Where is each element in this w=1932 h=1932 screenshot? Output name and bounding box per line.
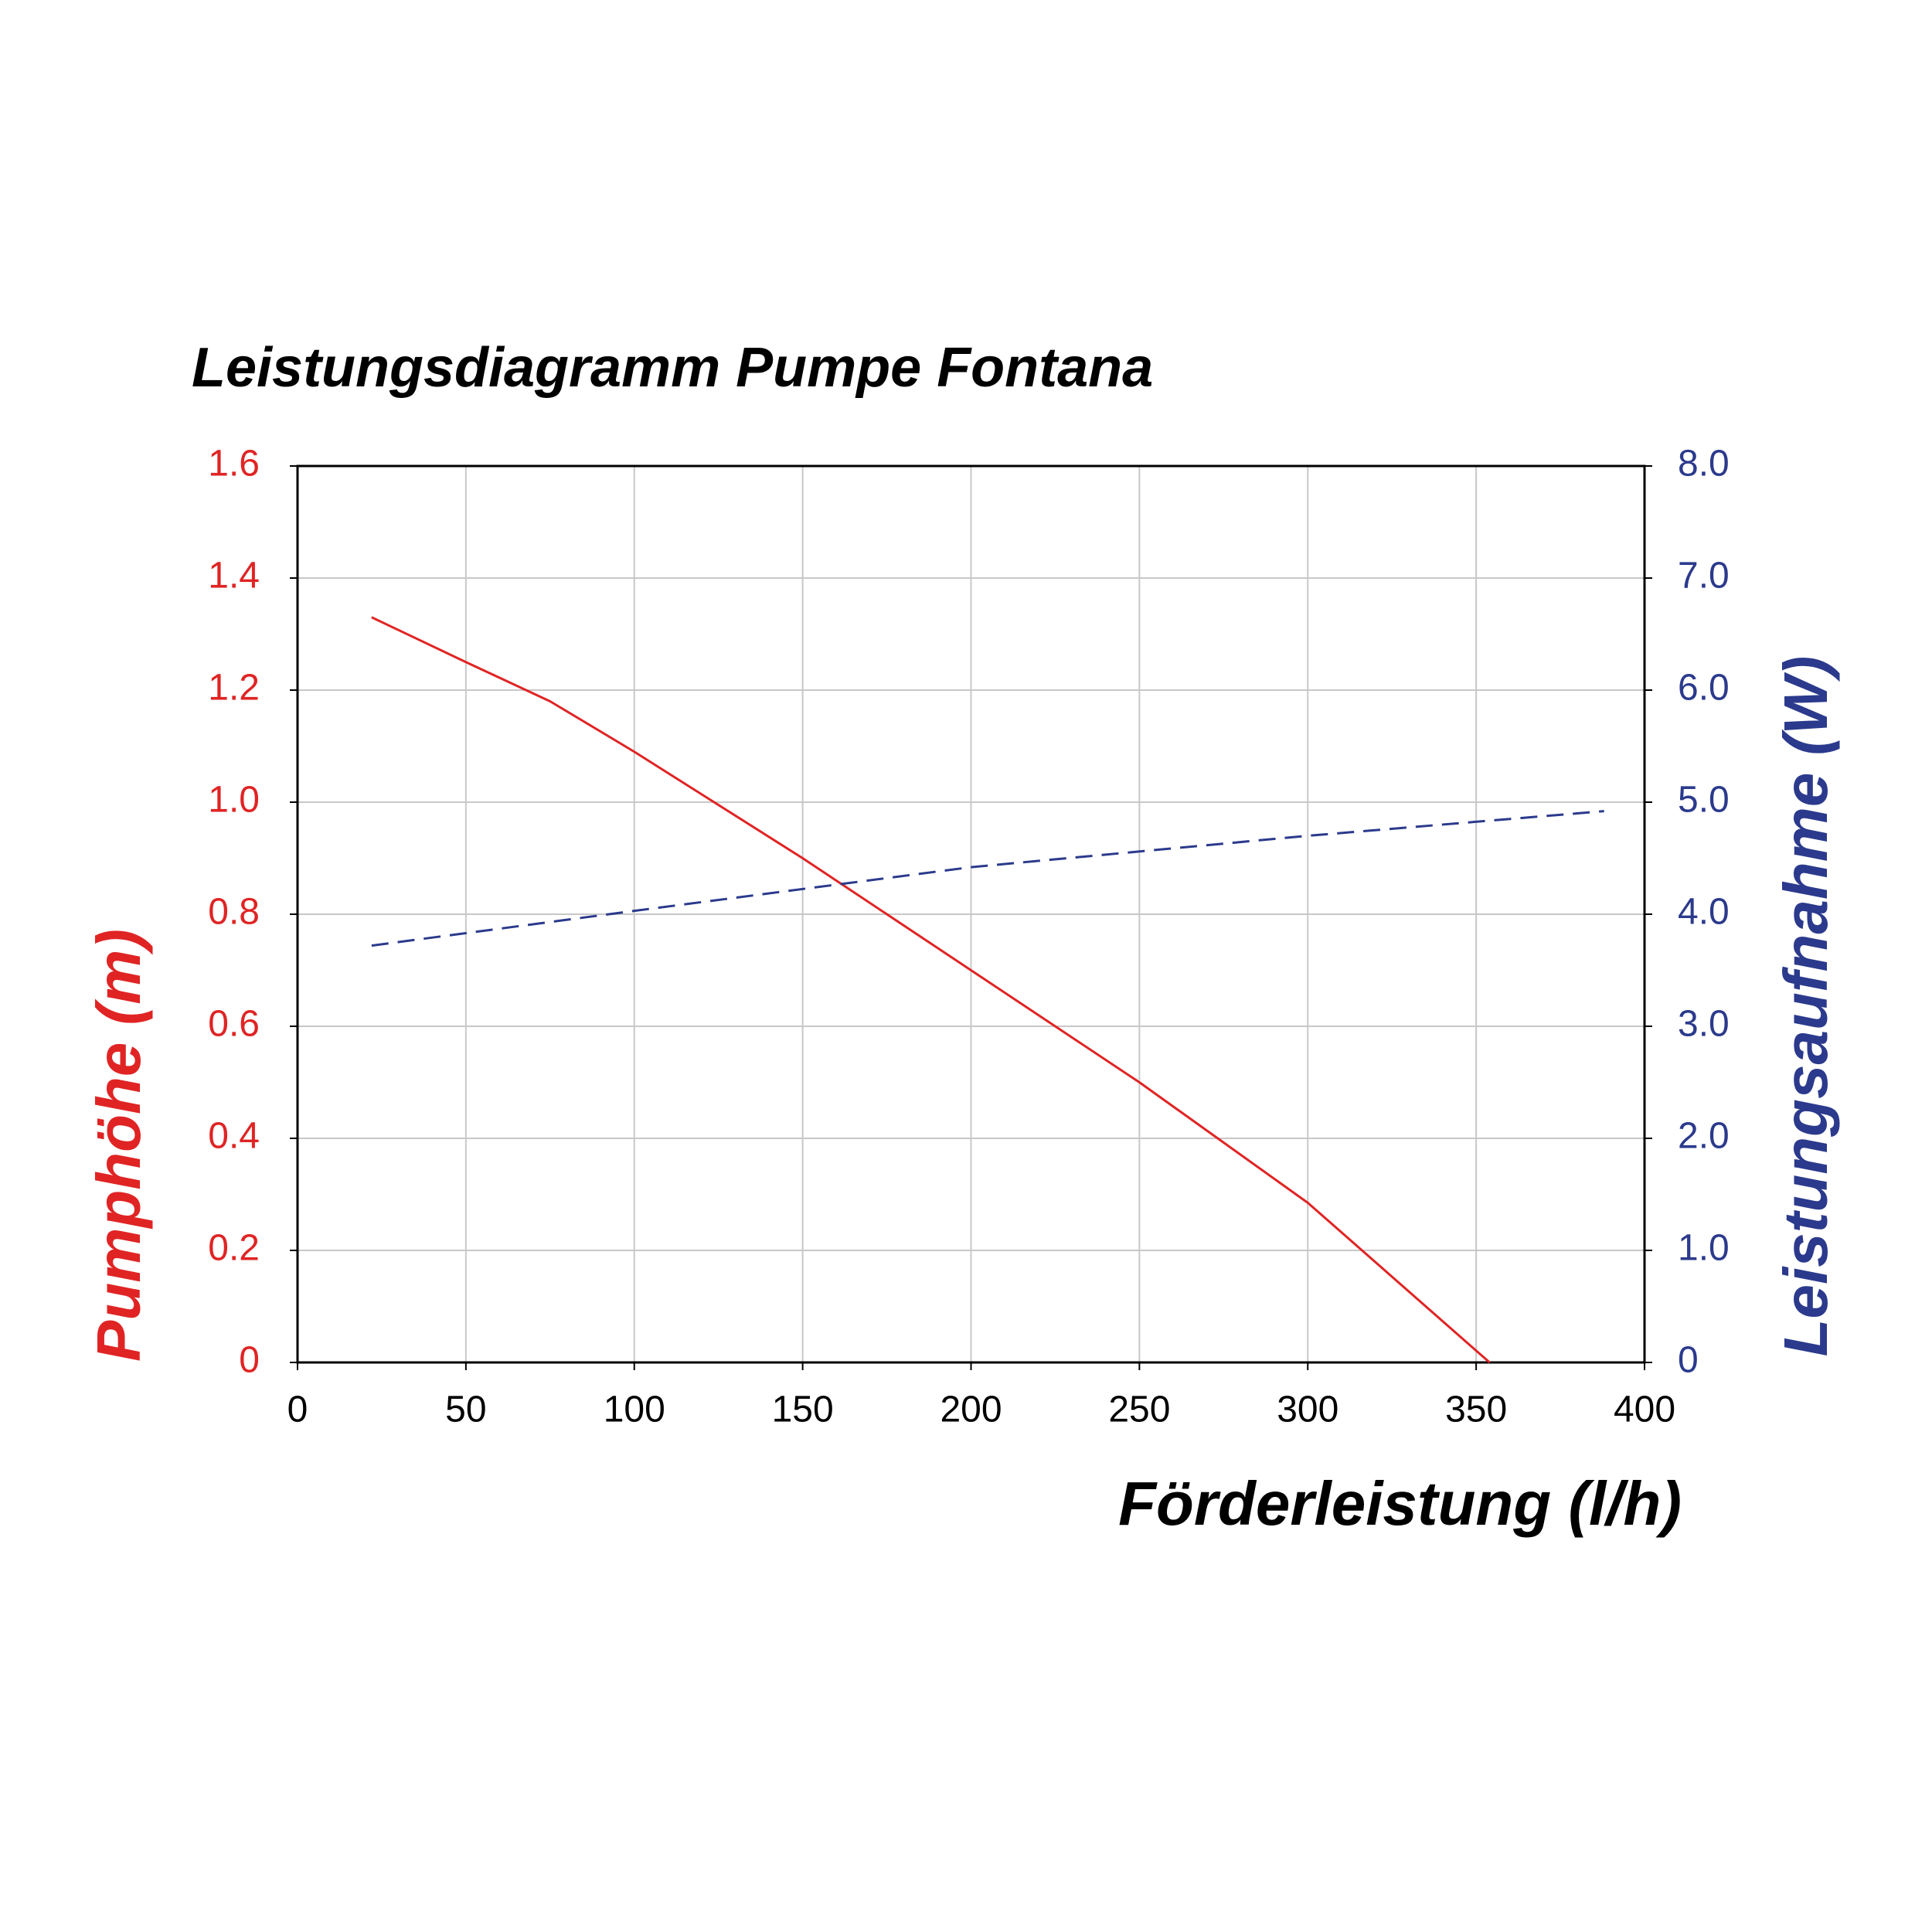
x-tick-label: 350 <box>1445 1389 1507 1430</box>
y2-tick-label: 5.0 <box>1678 780 1730 821</box>
y-tick-label: 0.4 <box>208 1116 260 1157</box>
y2-tick-label: 0 <box>1678 1340 1699 1381</box>
y2-axis-label: Leistungsaufnahme (W) <box>1771 656 1840 1357</box>
y2-tick-label: 1.0 <box>1678 1228 1730 1269</box>
x-tick-label: 400 <box>1614 1389 1675 1430</box>
y-tick-label: 0.8 <box>208 892 260 933</box>
series-line <box>371 616 1491 1364</box>
y-axis-label: Pumphöhe (m) <box>84 929 153 1362</box>
x-tick-label: 150 <box>772 1389 834 1430</box>
y-tick-label: 0.6 <box>208 1004 260 1045</box>
x-axis-label: Förderleistung (l/h) <box>1118 1469 1682 1538</box>
x-tick-label: 300 <box>1277 1389 1338 1430</box>
y-tick-label: 0 <box>239 1340 260 1381</box>
plot-frame <box>296 464 1646 1364</box>
x-tick-label: 100 <box>604 1389 665 1430</box>
y2-tick-label: 6.0 <box>1678 668 1730 709</box>
y-tick-label: 0.2 <box>208 1228 260 1269</box>
series-line <box>371 810 1604 947</box>
y2-tick-label: 2.0 <box>1678 1116 1730 1157</box>
y2-tick-label: 3.0 <box>1678 1004 1730 1045</box>
y2-tick-label: 7.0 <box>1678 556 1730 597</box>
y-tick-label: 1.6 <box>208 444 260 485</box>
chart-title: Leistungsdiagramm Pumpe Fontana <box>192 337 1153 399</box>
x-tick-label: 0 <box>287 1389 308 1430</box>
x-tick-label: 250 <box>1108 1389 1170 1430</box>
x-tick-label: 50 <box>445 1389 486 1430</box>
y-tick-label: 1.4 <box>208 556 260 597</box>
y-tick-label: 1.0 <box>208 780 260 821</box>
y2-tick-label: 8.0 <box>1678 444 1730 485</box>
y2-tick-label: 4.0 <box>1678 892 1730 933</box>
x-tick-label: 200 <box>940 1389 1002 1430</box>
y-tick-label: 1.2 <box>208 668 260 709</box>
